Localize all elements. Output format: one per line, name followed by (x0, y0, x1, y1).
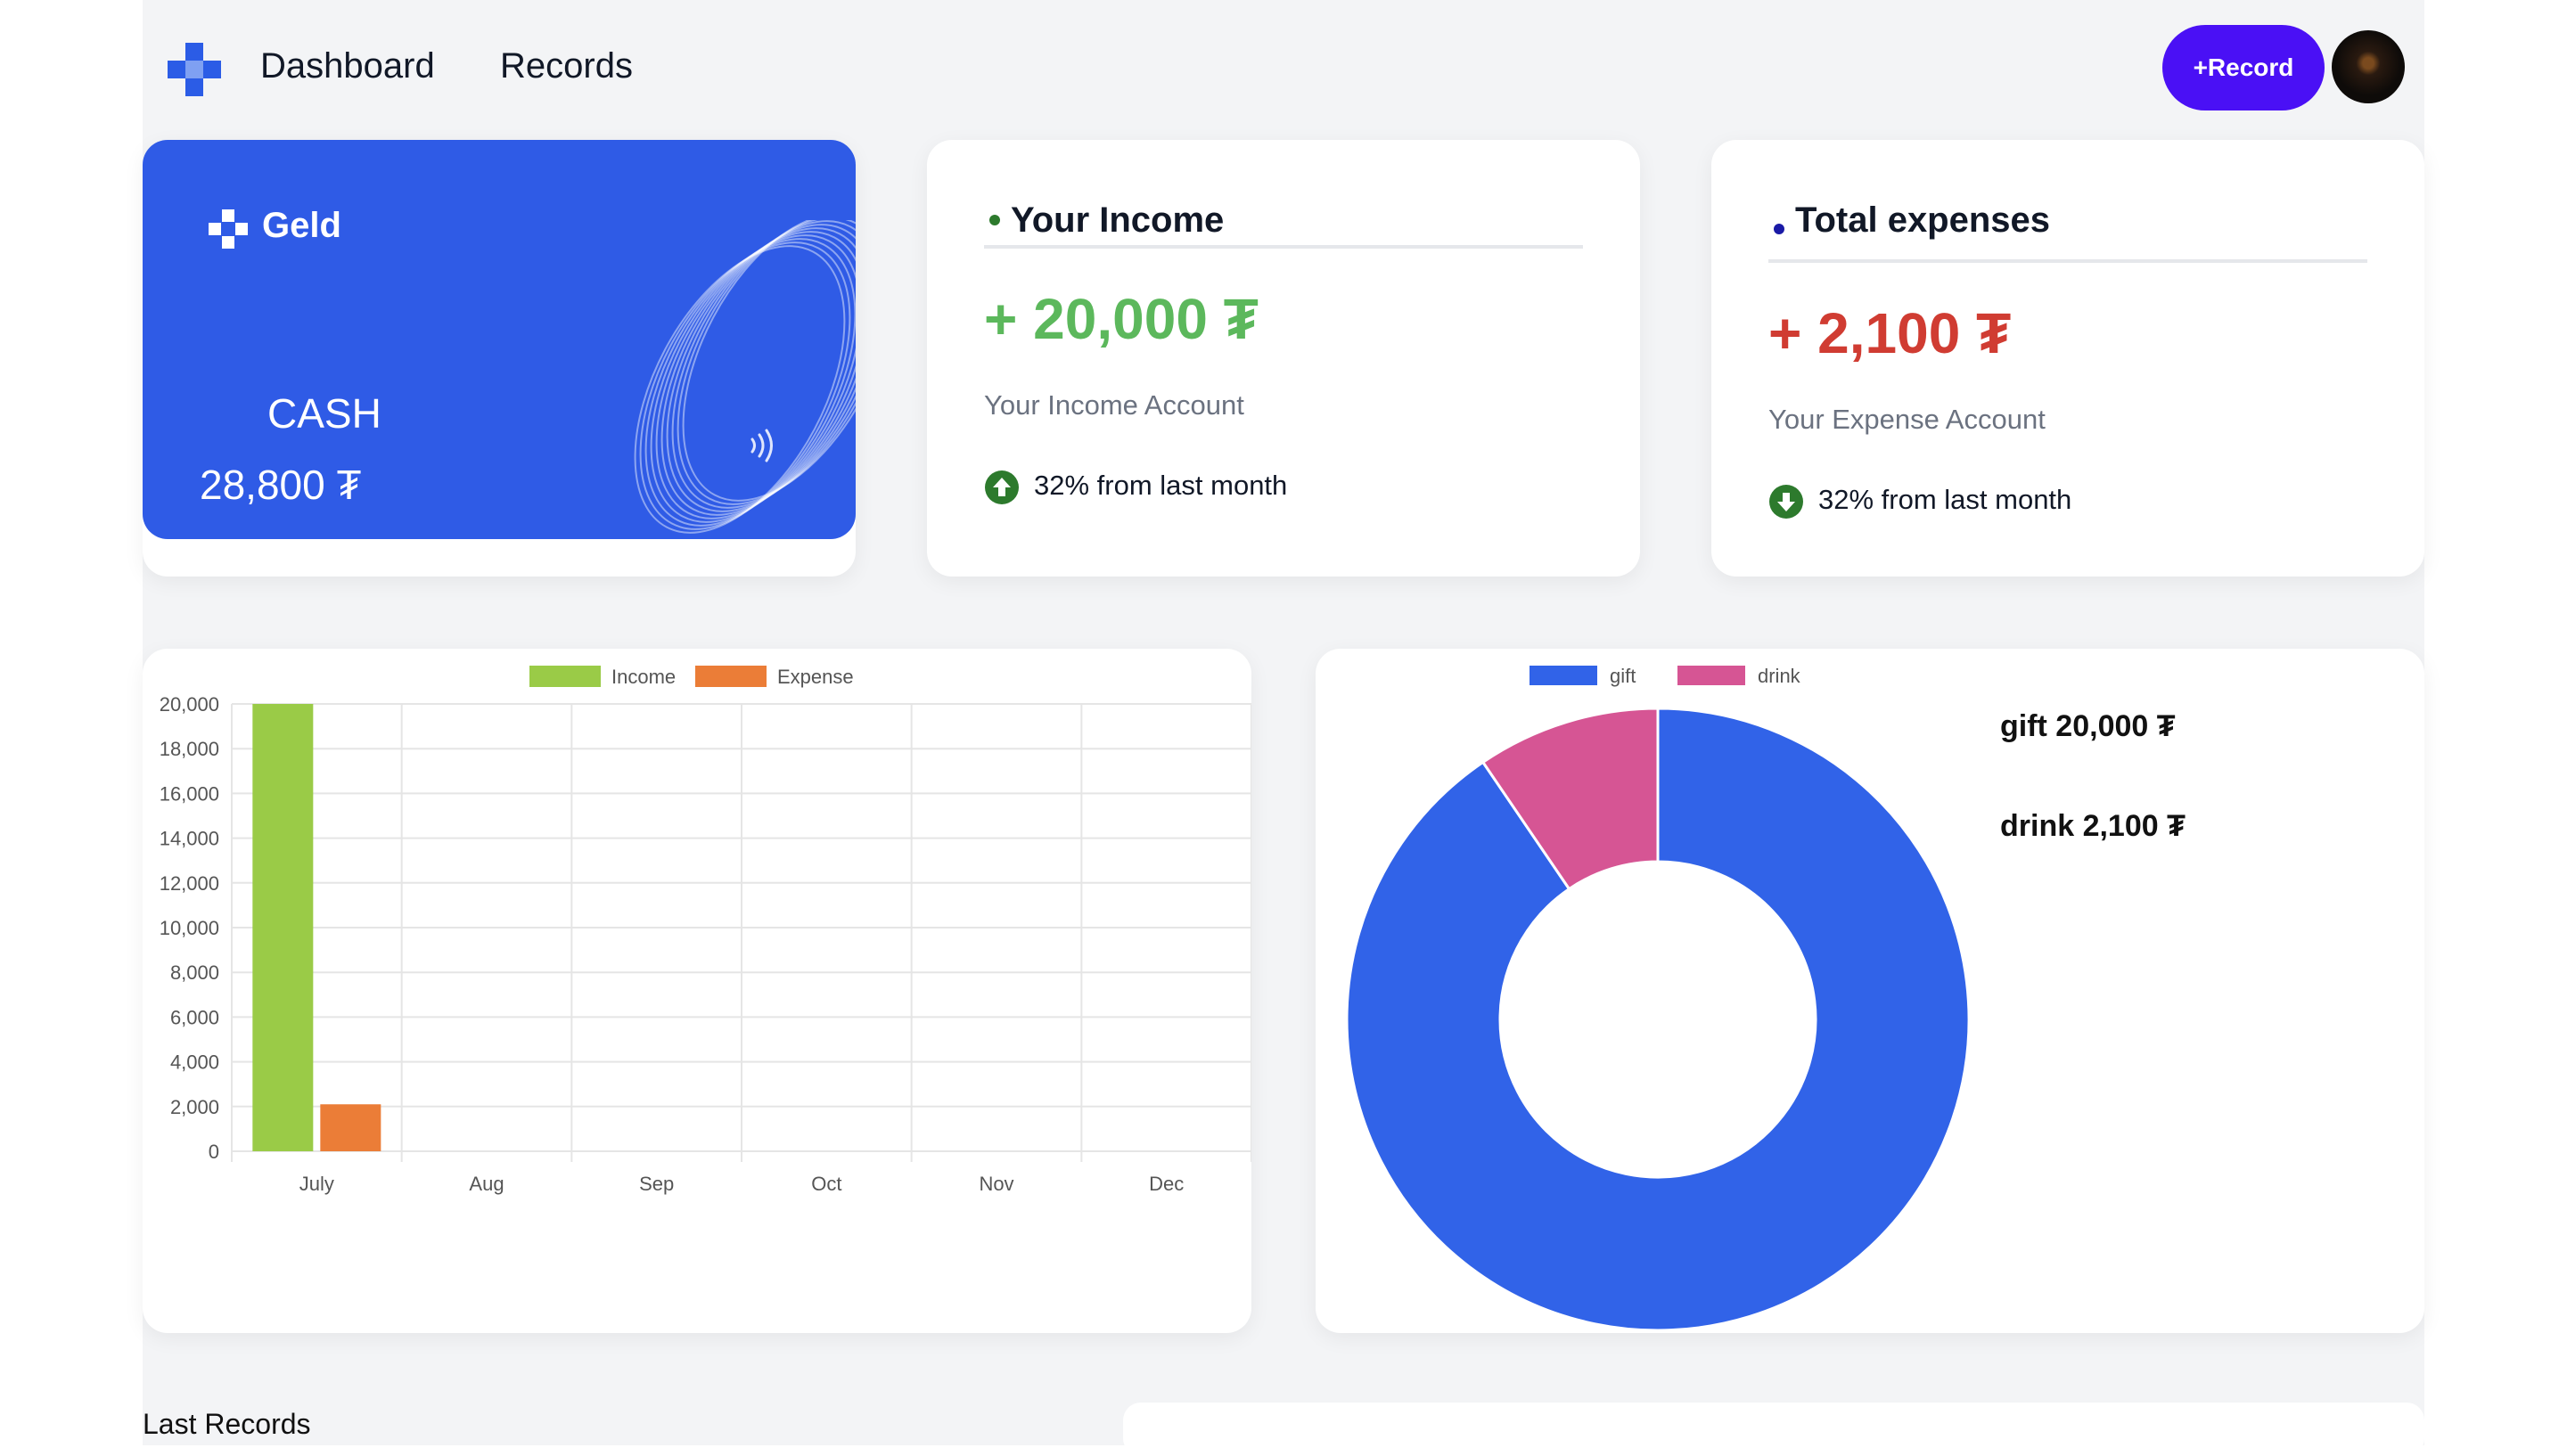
bar-expense-july[interactable] (320, 1104, 381, 1151)
y-tick-label: 6,000 (170, 1006, 219, 1028)
y-tick-label: 0 (209, 1141, 219, 1163)
category-donut-chart: gift drink (1345, 665, 1971, 1332)
geld-card-logo-icon (209, 209, 248, 249)
y-tick-label: 12,000 (160, 872, 219, 895)
x-tick-label: Nov (979, 1173, 1013, 1195)
expense-title: Total expenses (1795, 200, 2051, 240)
expense-divider (1768, 259, 2367, 263)
y-tick-label: 18,000 (160, 738, 219, 760)
legend-swatch-drink[interactable] (1677, 666, 1745, 685)
income-card: Your Income + 20,000 ₮ Your Income Accou… (927, 140, 1640, 577)
y-tick-label: 2,000 (170, 1096, 219, 1118)
y-tick-label: 14,000 (160, 828, 219, 850)
income-divider (984, 245, 1583, 249)
cash-card-face: Geld (143, 140, 856, 539)
last-records-panel (1123, 1403, 2424, 1456)
expense-subtitle: Your Expense Account (1768, 404, 2046, 435)
income-expense-bar-chart: Income Expense 0 2,000 4,000 6,000 8,000 10,000… (160, 666, 1252, 1195)
expense-trend-text: 32% from last month (1818, 484, 2072, 515)
expense-card: Total expenses + 2,100 ₮ Your Expense Ac… (1711, 140, 2424, 577)
cash-card-brand: Geld (262, 206, 341, 245)
y-tick-label: 10,000 (160, 917, 219, 939)
pie-label-gift: gift 20,000 ₮ (2000, 709, 2176, 743)
category-donut-chart-card: gift drink gift 20,000 ₮ drink 2,100 ₮ (1316, 649, 2424, 1333)
user-avatar[interactable] (2332, 30, 2405, 103)
donut-slice-drink[interactable] (1480, 707, 1660, 891)
legend-swatch-income[interactable] (529, 666, 601, 687)
arrow-down-circle-icon (1769, 485, 1803, 519)
x-tick-label: Sep (639, 1173, 674, 1195)
arrow-up-circle-icon (985, 470, 1019, 504)
income-trend-text: 32% from last month (1034, 470, 1288, 501)
top-nav: Dashboard Records +Record (143, 0, 2424, 138)
x-tick-label: July (299, 1173, 334, 1195)
nav-dashboard-link[interactable]: Dashboard (260, 46, 435, 86)
nav-records-link[interactable]: Records (500, 46, 633, 86)
x-tick-label: Oct (811, 1173, 841, 1195)
expense-dot-icon (1774, 224, 1784, 234)
income-dot-icon (989, 215, 1000, 225)
cash-card: Geld (143, 140, 856, 577)
legend-label-gift[interactable]: gift (1610, 665, 1636, 687)
cash-card-label: CASH (267, 390, 381, 437)
income-title: Your Income (1011, 200, 1225, 240)
income-subtitle: Your Income Account (984, 389, 1244, 421)
donut-slice-gift[interactable] (1345, 707, 1971, 1332)
legend-swatch-gift[interactable] (1530, 666, 1597, 685)
y-tick-label: 20,000 (160, 693, 219, 716)
last-records-title: Last Records (143, 1408, 311, 1440)
income-expense-bar-chart-card: Income Expense 0 2,000 4,000 6,000 8,000 10,000… (143, 649, 1252, 1333)
legend-swatch-expense[interactable] (695, 666, 767, 687)
legend-label-income[interactable]: Income (611, 666, 676, 688)
x-tick-label: Dec (1149, 1173, 1184, 1195)
y-tick-label: 4,000 (170, 1051, 219, 1074)
add-record-button[interactable]: +Record (2162, 25, 2325, 110)
legend-label-drink[interactable]: drink (1758, 665, 1801, 687)
y-tick-label: 8,000 (170, 961, 219, 984)
cash-card-amount: 28,800 ₮ (200, 462, 362, 508)
card-ring-pattern-icon (634, 220, 856, 534)
pie-label-drink: drink 2,100 ₮ (2000, 809, 2186, 843)
y-tick-label: 16,000 (160, 782, 219, 805)
bar-income-july[interactable] (252, 704, 314, 1151)
legend-label-expense[interactable]: Expense (777, 666, 854, 688)
x-tick-label: Aug (469, 1173, 504, 1195)
dashboard-page: Dashboard Records +Record Geld (143, 0, 2424, 1456)
geld-logo-icon[interactable] (168, 43, 221, 96)
expense-amount: + 2,100 ₮ (1768, 301, 2012, 365)
income-amount: + 20,000 ₮ (984, 287, 1259, 351)
contactless-icon (750, 429, 773, 462)
